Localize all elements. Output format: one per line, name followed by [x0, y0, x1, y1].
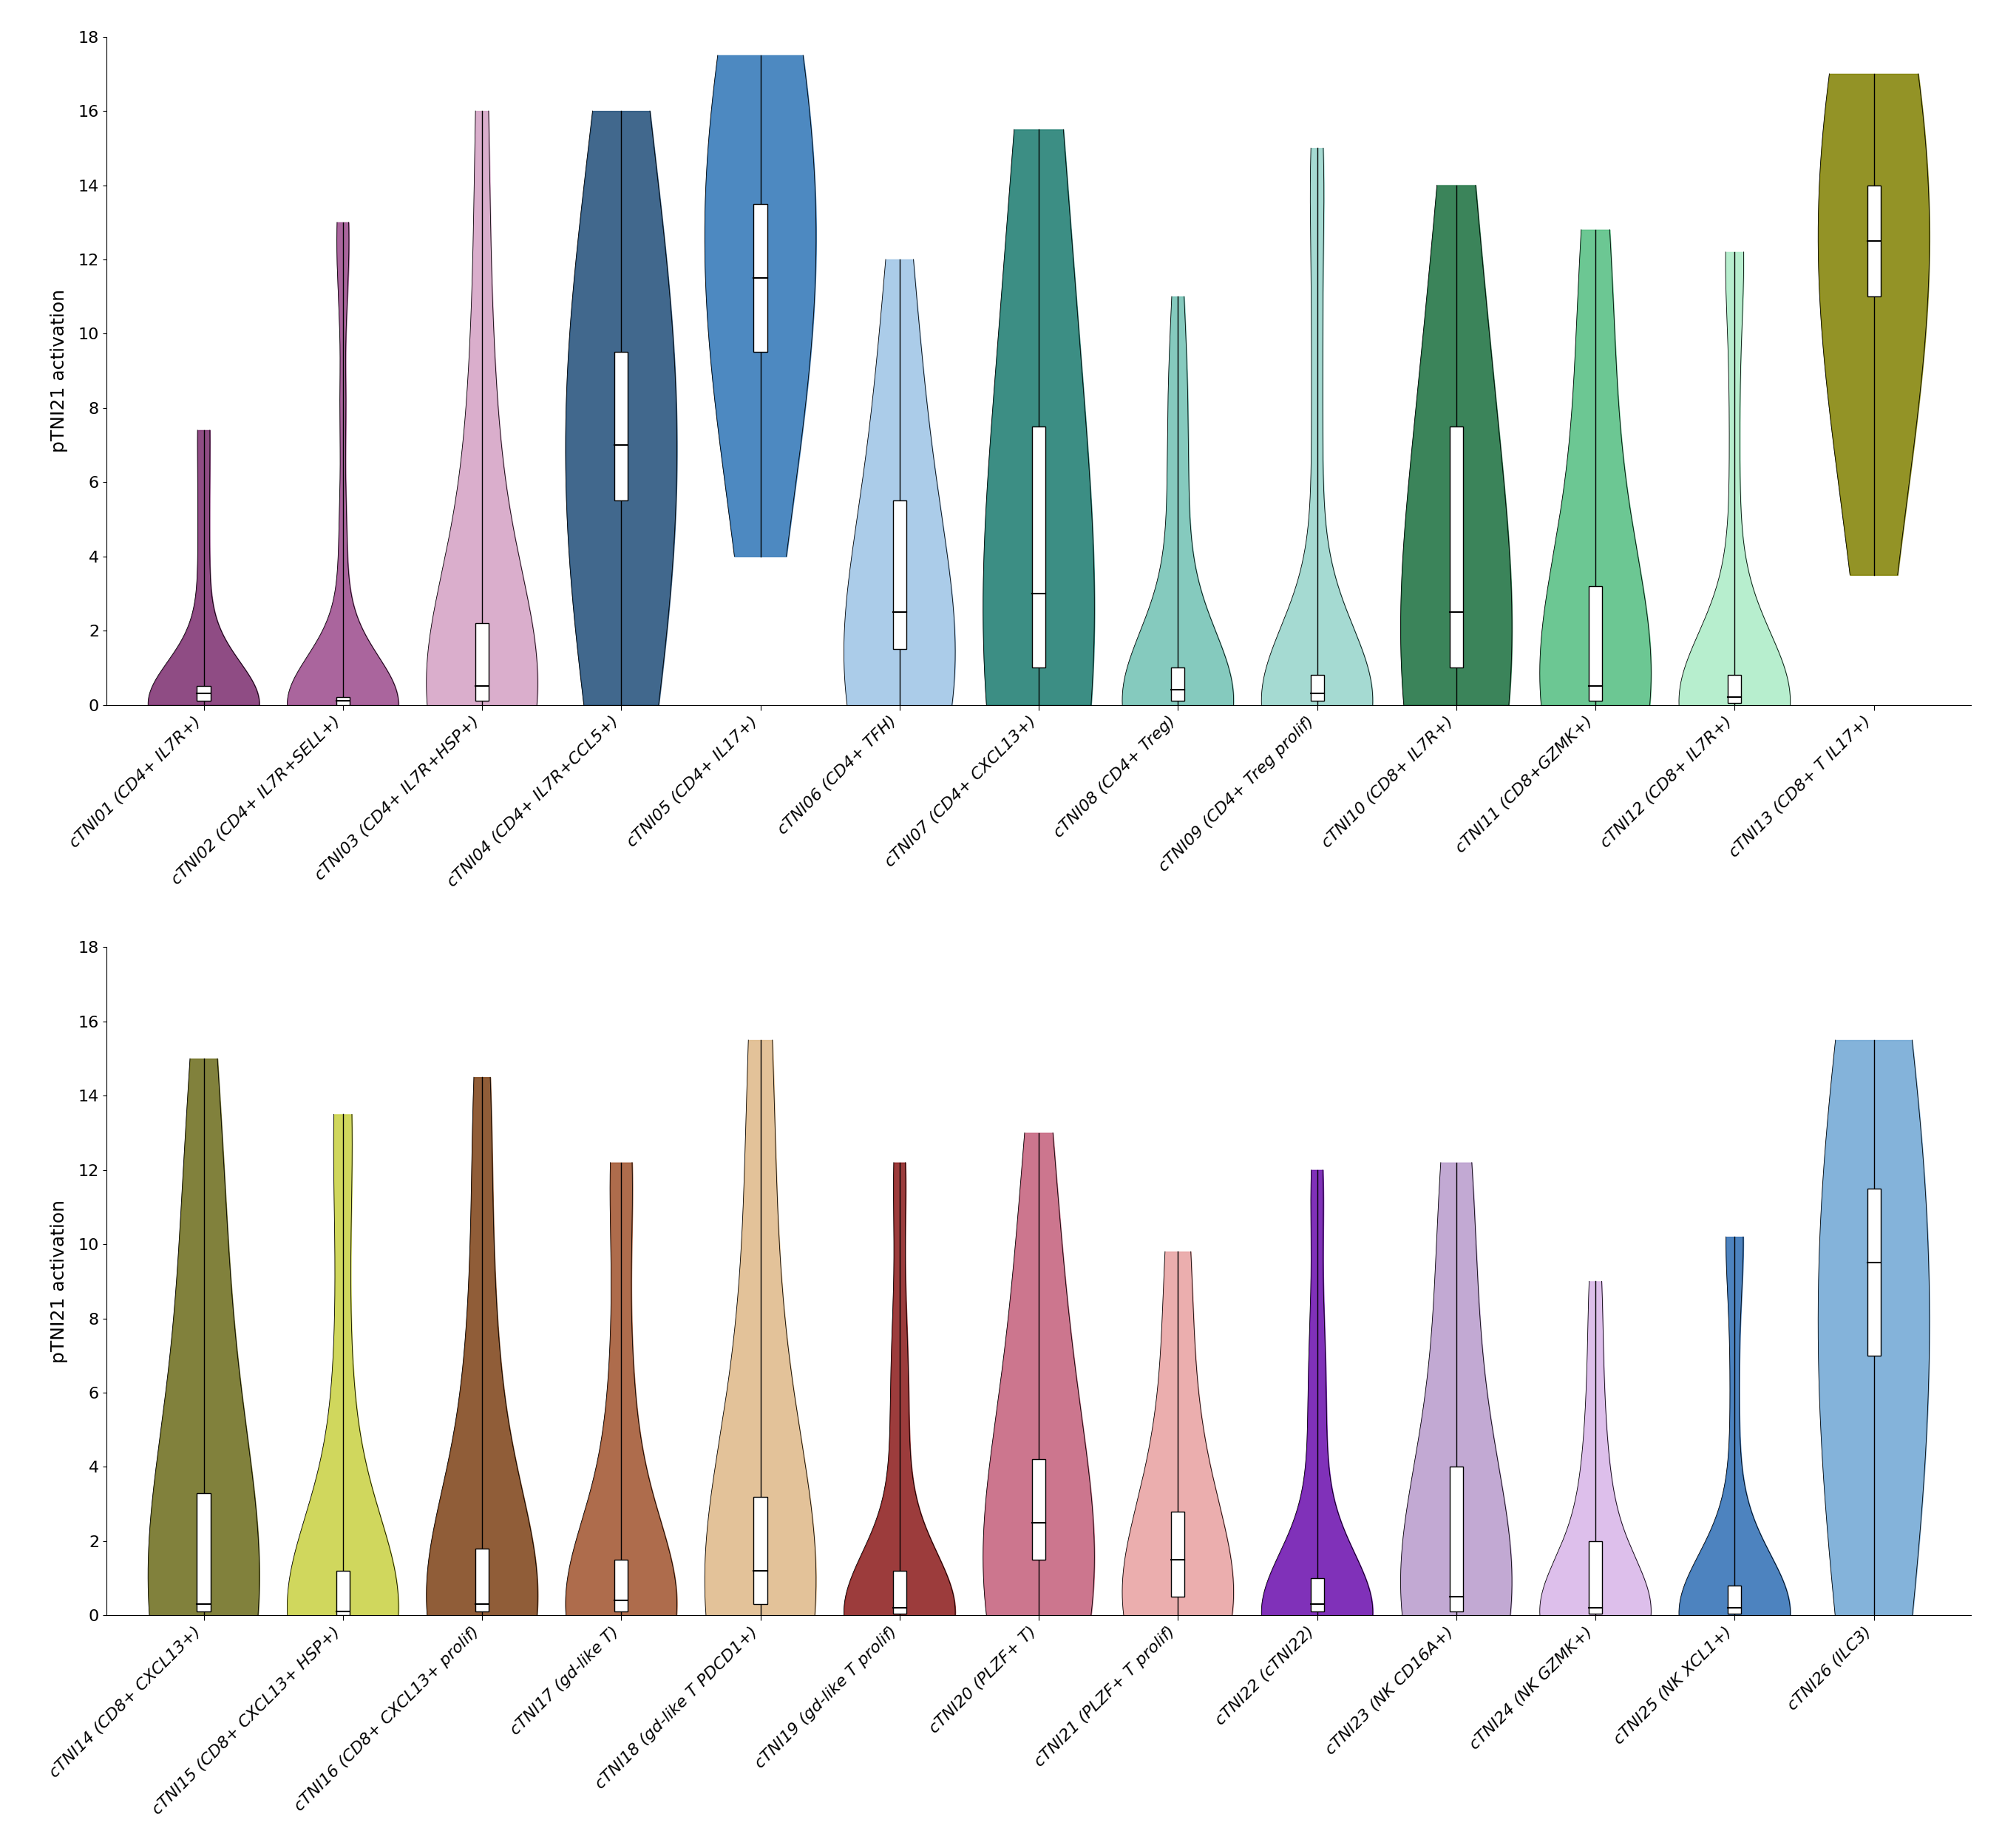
Bar: [474, 623, 488, 700]
Bar: [1868, 1188, 1880, 1356]
Bar: [336, 1571, 350, 1615]
Bar: [474, 1549, 488, 1611]
Bar: [196, 1493, 210, 1611]
Y-axis label: pTNI21 activation: pTNI21 activation: [50, 288, 68, 453]
Bar: [753, 1497, 767, 1604]
Bar: [1868, 185, 1880, 296]
Bar: [753, 203, 767, 353]
Bar: [1171, 667, 1185, 700]
Bar: [1449, 427, 1463, 667]
Bar: [893, 501, 907, 649]
Bar: [615, 353, 629, 501]
Bar: [1171, 1512, 1185, 1597]
Bar: [336, 697, 350, 704]
Bar: [1590, 586, 1602, 700]
Bar: [1311, 675, 1323, 700]
Bar: [1033, 1460, 1045, 1560]
Bar: [893, 1571, 907, 1613]
Bar: [196, 686, 210, 700]
Bar: [1590, 1541, 1602, 1613]
Bar: [1728, 675, 1742, 702]
Bar: [1311, 1578, 1323, 1611]
Bar: [615, 1560, 629, 1611]
Bar: [1033, 427, 1045, 667]
Bar: [1449, 1467, 1463, 1611]
Bar: [1728, 1586, 1742, 1613]
Y-axis label: pTNI21 activation: pTNI21 activation: [50, 1199, 68, 1364]
